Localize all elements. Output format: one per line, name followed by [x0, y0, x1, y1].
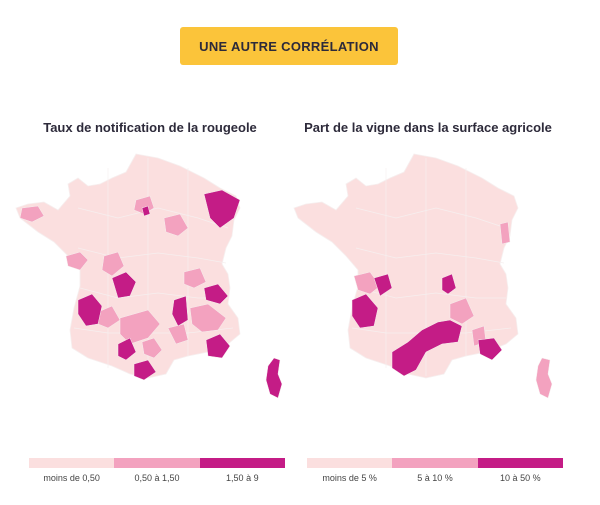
region-high-var: [477, 337, 503, 361]
region-high-6: [203, 283, 229, 305]
region-mid-5: [163, 213, 189, 237]
legend-label-low: moins de 5 %: [322, 473, 377, 483]
region-high-3: [111, 271, 137, 299]
legend-swatch-low: [307, 458, 393, 468]
region-high-9: [133, 359, 157, 381]
legend-label-high: 10 à 50 %: [500, 473, 541, 483]
region-mid-11: [189, 303, 227, 333]
region-high-7: [117, 337, 137, 361]
high-regions: [351, 273, 503, 377]
legend-label-mid: 0,50 à 1,50: [134, 473, 180, 483]
legend-swatch-mid: [114, 458, 200, 468]
legend-label-mid: 5 à 10 %: [417, 473, 453, 483]
region-high-2: [141, 205, 151, 217]
vineyard-map-title: Part de la vigne dans la surface agricol…: [304, 120, 552, 135]
region-mid-charente: [353, 271, 381, 295]
region-mid-rhone: [449, 297, 475, 325]
legend-label-high: 1,50 à 9: [226, 473, 259, 483]
region-high-champagne: [441, 273, 457, 295]
region-high-cognac: [373, 273, 393, 297]
vineyard-legend: moins de 5 % 5 à 10 % 10 à 50 %: [307, 458, 563, 483]
corsica-island: [265, 357, 283, 399]
legend-swatch-high: [477, 458, 563, 468]
measles-map-title: Taux de notification de la rougeole: [43, 120, 257, 135]
region-high-8: [205, 333, 231, 359]
region-high-4: [77, 293, 103, 327]
high-regions: [77, 189, 241, 381]
corsica-island: [535, 357, 553, 399]
legend-swatch-mid: [392, 458, 478, 468]
region-high-languedoc: [391, 319, 463, 377]
measles-france-map: [15, 153, 283, 399]
region-mid-1: [19, 205, 45, 223]
region-high-1: [203, 189, 241, 229]
legend-label-low: moins de 0,50: [43, 473, 100, 483]
region-high-bordeaux: [351, 293, 379, 329]
region-mid-2: [65, 251, 89, 271]
region-mid-12: [141, 337, 163, 359]
region-high-5: [171, 295, 189, 327]
legend-swatch-high: [199, 458, 285, 468]
measles-legend: moins de 0,50 0,50 à 1,50 1,50 à 9: [29, 458, 285, 483]
mid-regions: [353, 221, 511, 347]
another-correlation-button[interactable]: UNE AUTRE CORRÉLATION: [180, 27, 398, 65]
vineyard-france-map: [293, 153, 553, 399]
legend-swatch-low: [29, 458, 115, 468]
region-mid-3: [101, 251, 125, 277]
region-mid-9: [119, 309, 161, 345]
region-mid-alsace: [499, 221, 511, 245]
region-mid-7: [183, 267, 207, 289]
